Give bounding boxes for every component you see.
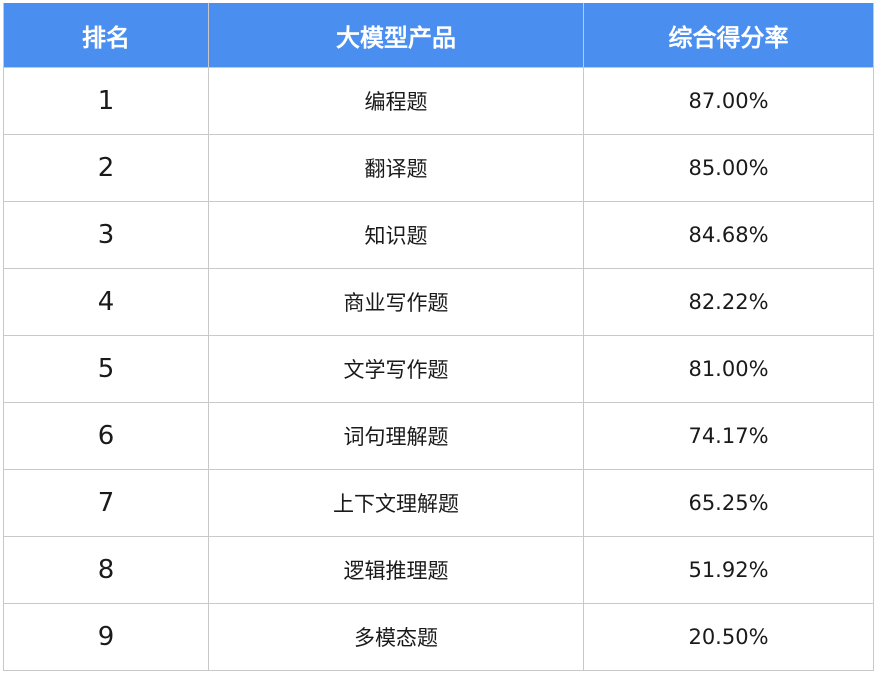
product-cell: 词句理解题: [208, 402, 584, 470]
table-row: 5 文学写作题 81.00%: [3, 335, 874, 403]
score-cell: 84.68%: [583, 201, 874, 269]
score-cell: 51.92%: [583, 536, 874, 604]
rank-cell: 6: [3, 402, 209, 470]
product-cell: 多模态题: [208, 603, 584, 671]
header-product: 大模型产品: [208, 3, 584, 68]
product-cell: 商业写作题: [208, 268, 584, 336]
score-cell: 82.22%: [583, 268, 874, 336]
table-row: 3 知识题 84.68%: [3, 201, 874, 269]
product-cell: 文学写作题: [208, 335, 584, 403]
table-body: 1 编程题 87.00% 2 翻译题 85.00% 3 知识题 84.68% 4…: [3, 67, 874, 671]
score-cell: 74.17%: [583, 402, 874, 470]
score-cell: 87.00%: [583, 67, 874, 135]
score-cell: 65.25%: [583, 469, 874, 537]
product-cell: 逻辑推理题: [208, 536, 584, 604]
table-row: 2 翻译题 85.00%: [3, 134, 874, 202]
table-row: 7 上下文理解题 65.25%: [3, 469, 874, 537]
product-cell: 编程题: [208, 67, 584, 135]
score-cell: 85.00%: [583, 134, 874, 202]
header-row: 排名 大模型产品 综合得分率: [3, 3, 874, 68]
product-cell: 知识题: [208, 201, 584, 269]
product-cell: 翻译题: [208, 134, 584, 202]
table-row: 9 多模态题 20.50%: [3, 603, 874, 671]
table-row: 6 词句理解题 74.17%: [3, 402, 874, 470]
rank-cell: 9: [3, 603, 209, 671]
product-cell: 上下文理解题: [208, 469, 584, 537]
score-cell: 81.00%: [583, 335, 874, 403]
rank-cell: 5: [3, 335, 209, 403]
rank-cell: 8: [3, 536, 209, 604]
header-rank: 排名: [3, 3, 209, 68]
ranking-table-container: 排名 大模型产品 综合得分率 1 编程题 87.00% 2 翻译题 85.00%…: [3, 3, 874, 671]
ranking-table: 排名 大模型产品 综合得分率 1 编程题 87.00% 2 翻译题 85.00%…: [3, 3, 874, 671]
rank-cell: 1: [3, 67, 209, 135]
rank-cell: 7: [3, 469, 209, 537]
rank-cell: 4: [3, 268, 209, 336]
table-header: 排名 大模型产品 综合得分率: [3, 3, 874, 68]
rank-cell: 3: [3, 201, 209, 269]
header-score: 综合得分率: [583, 3, 874, 68]
score-cell: 20.50%: [583, 603, 874, 671]
table-row: 1 编程题 87.00%: [3, 67, 874, 135]
table-row: 4 商业写作题 82.22%: [3, 268, 874, 336]
table-row: 8 逻辑推理题 51.92%: [3, 536, 874, 604]
rank-cell: 2: [3, 134, 209, 202]
